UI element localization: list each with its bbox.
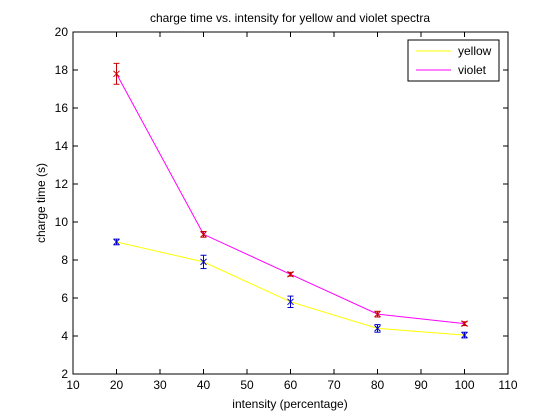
x-tick-label: 70 <box>327 378 341 392</box>
y-tick-label: 18 <box>55 63 69 77</box>
data-point-violet <box>200 230 207 238</box>
x-tick-label: 30 <box>153 378 167 392</box>
x-tick-label: 80 <box>371 378 385 392</box>
y-tick-label: 2 <box>61 367 68 381</box>
data-point-violet <box>113 70 120 78</box>
y-tick-label: 16 <box>55 101 69 115</box>
y-tick-label: 14 <box>55 139 69 153</box>
x-tick-label: 40 <box>197 378 211 392</box>
legend: yellow violet <box>407 39 500 82</box>
legend-box <box>407 39 500 82</box>
series-layer <box>113 62 468 339</box>
y-tick-label: 12 <box>55 177 69 191</box>
data-point-yellow <box>287 298 294 306</box>
x-tick-label: 10 <box>66 378 80 392</box>
y-tick-label: 6 <box>61 291 68 305</box>
data-point-yellow <box>113 238 120 246</box>
x-tick-label: 100 <box>454 378 474 392</box>
data-point-violet <box>461 320 468 328</box>
data-point-yellow <box>374 325 381 332</box>
chart-title: charge time vs. intensity for yellow and… <box>150 11 430 25</box>
y-tick-label: 4 <box>61 329 68 343</box>
y-tick-label: 10 <box>55 215 69 229</box>
x-axis-label: intensity (percentage) <box>232 397 347 411</box>
plot-area <box>72 31 509 375</box>
data-point-violet <box>287 270 294 278</box>
x-tick-label: 90 <box>414 378 428 392</box>
legend-label-yellow: yellow <box>458 44 492 58</box>
x-tick-label: 110 <box>498 378 517 392</box>
data-point-yellow <box>200 258 207 266</box>
x-tick-label: 20 <box>110 378 124 392</box>
axis-ticks: 10 20 30 40 50 60 70 80 90 100 110 2 4 6 8 10 12 14 16 18 20 <box>55 25 518 392</box>
y-tick-label: 20 <box>55 25 69 39</box>
x-tick-label: 50 <box>240 378 254 392</box>
y-tick-label: 8 <box>61 253 68 267</box>
legend-label-violet: violet <box>458 63 487 77</box>
data-point-yellow <box>461 331 468 339</box>
x-tick-label: 60 <box>284 378 298 392</box>
y-axis-label: charge time (s) <box>34 163 48 243</box>
data-point-violet <box>374 310 381 318</box>
